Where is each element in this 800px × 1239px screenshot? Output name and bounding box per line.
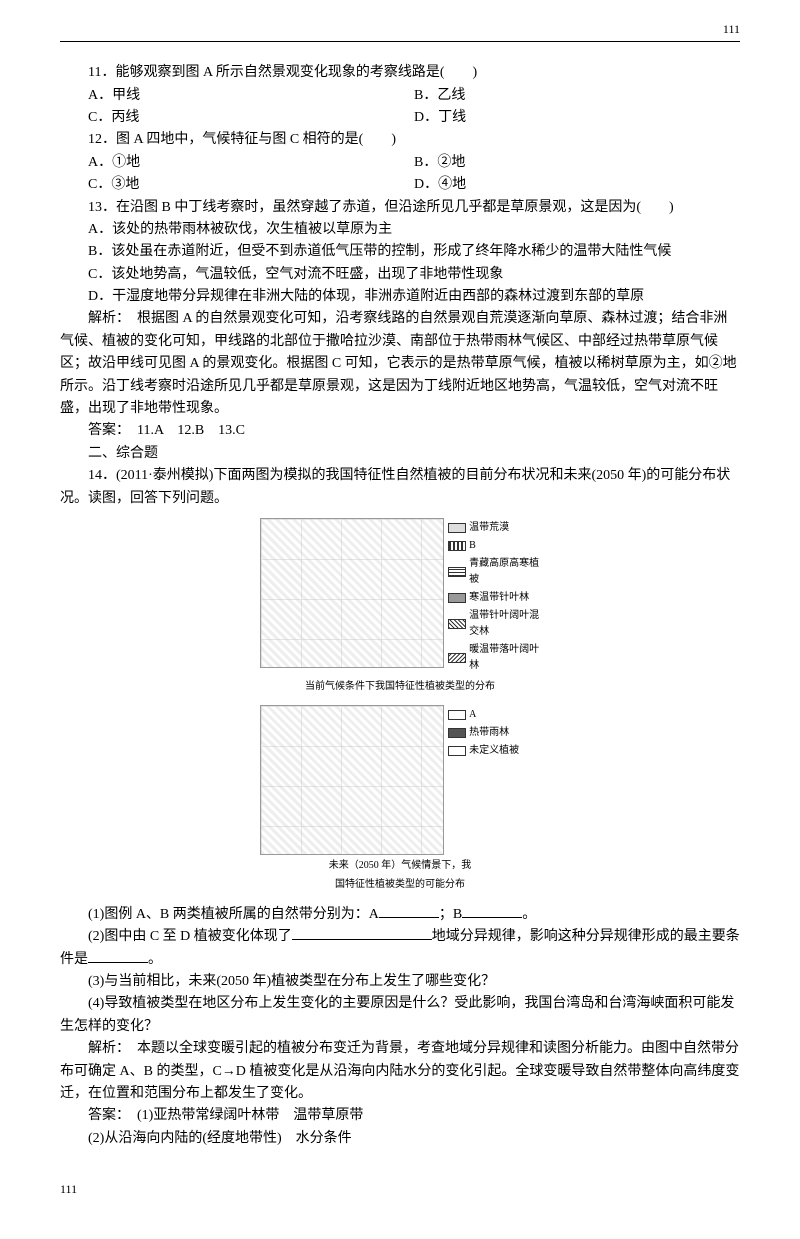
subq-1c: 。 bbox=[522, 907, 536, 922]
q13-choice-d: D．干湿度地带分异规律在非洲大陆的体现，非洲赤道附近由西部的森林过渡到东部的草原 bbox=[60, 286, 740, 308]
legend-item: 青藏高原高寒植被 bbox=[448, 556, 540, 588]
page-number-bottom: 111 bbox=[60, 1182, 77, 1196]
q13-choice-a: A．该处的热带雨林被砍伐，次生植被以草原为主 bbox=[60, 219, 740, 241]
legend-item: 暖温带落叶阔叶林 bbox=[448, 642, 540, 674]
legend-swatch bbox=[448, 746, 466, 756]
legend-label: 青藏高原高寒植被 bbox=[469, 556, 540, 588]
q13-choice-b: B．该处虽在赤道附近，但受不到赤道低气压带的控制，形成了终年降水稀少的温带大陆性… bbox=[60, 241, 740, 263]
legend-label: 温带荒漠 bbox=[469, 520, 509, 536]
q14-stem: 14．(2011·泰州模拟)下面两图为模拟的我国特征性自然植被的目前分布状况和未… bbox=[60, 465, 740, 510]
legend-swatch bbox=[448, 653, 466, 663]
section-2-title: 二、综合题 bbox=[60, 443, 740, 465]
subq-2: (2)图中由 C 至 D 植被变化体现了地域分异规律，影响这种分异规律形成的最主… bbox=[60, 926, 740, 971]
legend-item: B bbox=[448, 538, 540, 554]
q11-choice-c: C．丙线 bbox=[88, 107, 414, 129]
legend-swatch bbox=[448, 593, 466, 603]
analysis-2: 解析： 本题以全球变暖引起的植被分布变迁为背景，考查地域分异规律和读图分析能力。… bbox=[60, 1038, 740, 1105]
figure-1: 温带荒漠 B 青藏高原高寒植被寒温带针叶林温带针叶阔叶混交林暖温带落叶阔叶林 当前气… bbox=[60, 518, 740, 697]
q11-choice-b: B．乙线 bbox=[414, 85, 740, 107]
legend-swatch bbox=[448, 567, 466, 577]
subq-1a: (1)图例 A、B 两类植被所属的自然带分别为：A bbox=[88, 907, 379, 922]
q12-stem: 12．图 A 四地中，气候特征与图 C 相符的是( ) bbox=[60, 129, 740, 151]
map-current bbox=[260, 518, 444, 668]
figure-2-caption-l1: 未来（2050 年）气候情景下，我 bbox=[260, 858, 540, 874]
legend-swatch bbox=[448, 710, 466, 720]
page-number-top: 111 bbox=[723, 22, 740, 36]
q12-choices-2: C．③地 D．④地 bbox=[60, 174, 740, 196]
legend-label: 未定义植被 bbox=[469, 743, 519, 759]
answer-1: 答案： 11.A 12.B 13.C bbox=[60, 420, 740, 442]
legend-item: 温带针叶阔叶混交林 bbox=[448, 608, 540, 640]
legend-item: 热带雨林 bbox=[448, 725, 540, 741]
q11-choices: A．甲线 B．乙线 bbox=[60, 85, 740, 107]
blank-rule bbox=[292, 926, 432, 940]
subq-1b: ；B bbox=[439, 907, 462, 922]
q12-choice-a: A．①地 bbox=[88, 152, 414, 174]
map-future bbox=[260, 705, 444, 855]
q11-choice-d: D．丁线 bbox=[414, 107, 740, 129]
subq-2a: (2)图中由 C 至 D 植被变化体现了 bbox=[88, 929, 292, 944]
q13-choice-c: C．该处地势高，气温较低，空气对流不旺盛，出现了非地带性现象 bbox=[60, 264, 740, 286]
q12-choices: A．①地 B．②地 bbox=[60, 152, 740, 174]
answer-2-l1: 答案： (1)亚热带常绿阔叶林带 温带草原带 bbox=[60, 1105, 740, 1127]
legend-label: A bbox=[469, 707, 476, 723]
legend-swatch bbox=[448, 523, 466, 533]
figure-2: A 热带雨林未定义植被 未来（2050 年）气候情景下，我 国特征性植被类型的可能… bbox=[60, 705, 740, 895]
q11-stem: 11．能够观察到图 A 所示自然景观变化现象的考察线路是( ) bbox=[60, 62, 740, 84]
subq-2c: 。 bbox=[148, 952, 162, 967]
legend-label: 暖温带落叶阔叶林 bbox=[469, 642, 540, 674]
legend-item: 温带荒漠 bbox=[448, 520, 540, 536]
document-body: 11．能够观察到图 A 所示自然景观变化现象的考察线路是( ) A．甲线 B．乙… bbox=[60, 62, 740, 1150]
q13-stem: 13．在沿图 B 中丁线考察时，虽然穿越了赤道，但沿途所见几乎都是草原景观，这是… bbox=[60, 197, 740, 219]
figure-2-caption-l2: 国特征性植被类型的可能分布 bbox=[260, 877, 540, 893]
q11-choice-a: A．甲线 bbox=[88, 85, 414, 107]
legend-swatch bbox=[448, 619, 466, 629]
page-header: 111 bbox=[60, 20, 740, 42]
legend-label: 热带雨林 bbox=[469, 725, 509, 741]
legend-item: A bbox=[448, 707, 540, 723]
legend-swatch bbox=[448, 728, 466, 738]
subq-3: (3)与当前相比，未来(2050 年)植被类型在分布上发生了哪些变化？ bbox=[60, 971, 740, 993]
analysis-1: 解析： 根据图 A 的自然景观变化可知，沿考察线路的自然景观自荒漠逐渐向草原、森… bbox=[60, 308, 740, 420]
legend-2: A 热带雨林未定义植被 bbox=[448, 705, 540, 761]
legend-1: 温带荒漠 B 青藏高原高寒植被寒温带针叶林温带针叶阔叶混交林暖温带落叶阔叶林 bbox=[448, 518, 540, 676]
q12-choice-d: D．④地 bbox=[414, 174, 740, 196]
page-footer: 111 bbox=[60, 1180, 740, 1199]
q12-choice-b: B．②地 bbox=[414, 152, 740, 174]
legend-item: 未定义植被 bbox=[448, 743, 540, 759]
legend-swatch bbox=[448, 541, 466, 551]
subq-1: (1)图例 A、B 两类植被所属的自然带分别为：A ；B 。 bbox=[60, 904, 740, 926]
blank-cond bbox=[88, 949, 148, 963]
legend-item: 寒温带针叶林 bbox=[448, 590, 540, 606]
q11-choices-2: C．丙线 D．丁线 bbox=[60, 107, 740, 129]
legend-label: 温带针叶阔叶混交林 bbox=[469, 608, 540, 640]
legend-label: B bbox=[469, 538, 476, 554]
legend-label: 寒温带针叶林 bbox=[469, 590, 529, 606]
answer-2-l2: (2)从沿海向内陆的(经度地带性) 水分条件 bbox=[60, 1128, 740, 1150]
subq-4: (4)导致植被类型在地区分布上发生变化的主要原因是什么？受此影响，我国台湾岛和台… bbox=[60, 993, 740, 1038]
q12-choice-c: C．③地 bbox=[88, 174, 414, 196]
figure-1-caption: 当前气候条件下我国特征性植被类型的分布 bbox=[260, 679, 540, 695]
blank-a bbox=[379, 904, 439, 918]
blank-b bbox=[462, 904, 522, 918]
